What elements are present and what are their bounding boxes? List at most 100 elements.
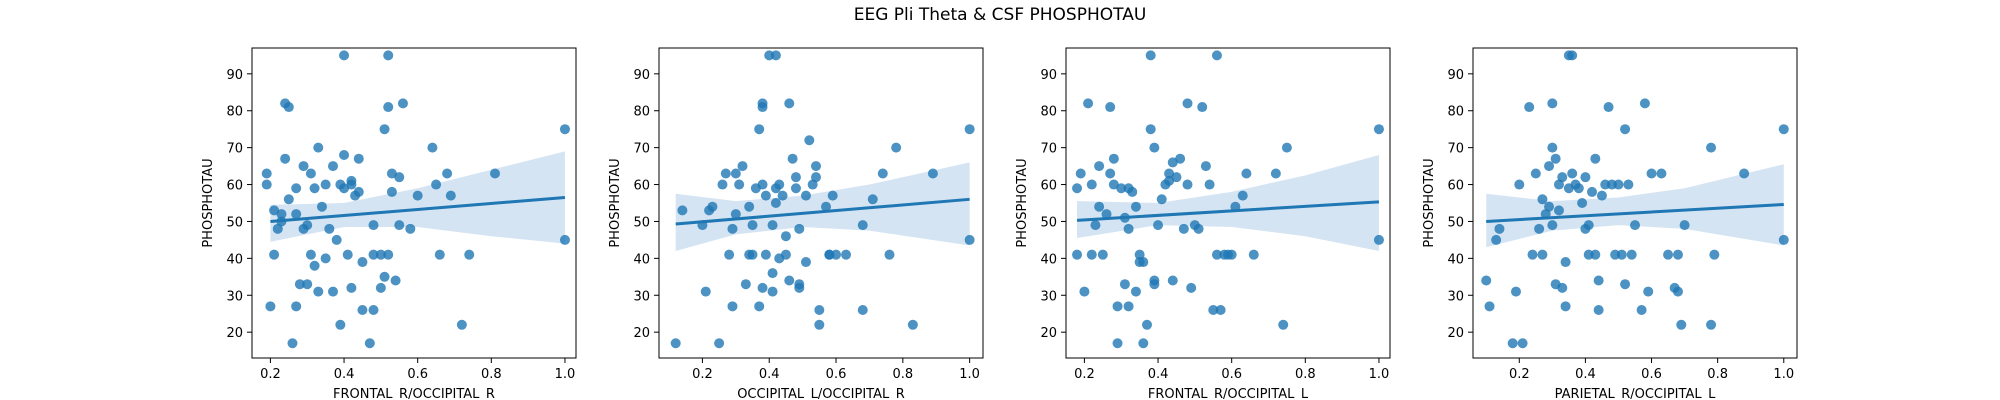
data-point — [760, 190, 771, 201]
data-point — [1484, 301, 1495, 312]
data-point — [269, 249, 280, 260]
data-point — [309, 260, 320, 271]
regression-line-2 — [675, 197, 970, 226]
data-point — [1278, 319, 1289, 330]
data-point — [1130, 286, 1141, 297]
data-point — [714, 338, 725, 349]
data-point — [1603, 102, 1614, 113]
data-point — [724, 249, 735, 260]
data-point — [757, 179, 768, 190]
data-point — [1544, 201, 1555, 212]
data-point — [1211, 50, 1222, 61]
data-point — [397, 98, 408, 109]
y-axis-label: PHOSPHOTAU — [1422, 158, 1437, 247]
data-point — [269, 205, 280, 216]
data-point — [1167, 275, 1178, 286]
data-point — [1613, 179, 1624, 190]
data-point — [1094, 161, 1105, 172]
x-tick-label: 0.2 — [260, 367, 281, 382]
data-point — [1567, 168, 1578, 179]
data-point — [1112, 301, 1123, 312]
x-tick-label: 1.0 — [1773, 367, 1794, 382]
data-point — [814, 305, 825, 316]
data-point — [810, 172, 821, 183]
data-point — [1620, 279, 1631, 290]
data-point — [357, 257, 368, 268]
data-point — [720, 168, 731, 179]
y-tick-label: 80 — [1447, 105, 1464, 120]
data-point — [747, 249, 758, 260]
x-tick-label: 0.2 — [1074, 367, 1095, 382]
data-point — [1626, 249, 1637, 260]
data-point — [1557, 282, 1568, 293]
y-tick-label: 70 — [1447, 142, 1464, 157]
data-point — [1193, 223, 1204, 234]
data-point — [390, 275, 401, 286]
data-point — [386, 186, 397, 197]
data-point — [1178, 223, 1189, 234]
x-tick-label: 0.8 — [481, 367, 502, 382]
data-point — [272, 223, 283, 234]
data-point — [1593, 275, 1604, 286]
data-point — [964, 234, 975, 245]
axes-frame — [251, 47, 577, 359]
confidence-band-3 — [1077, 155, 1379, 251]
data-point — [857, 305, 868, 316]
data-point — [1112, 338, 1123, 349]
y-tick-label: 50 — [1040, 215, 1057, 230]
axes-frame — [658, 47, 984, 359]
data-point — [1123, 223, 1134, 234]
data-point — [379, 271, 390, 282]
data-point — [427, 142, 438, 153]
x-tick-label: 0.2 — [1509, 367, 1530, 382]
data-point — [800, 190, 811, 201]
x-tick-label: 0.2 — [692, 367, 713, 382]
data-point — [331, 234, 342, 245]
data-point — [1164, 175, 1175, 186]
data-point — [1119, 279, 1130, 290]
data-point — [1138, 257, 1149, 268]
data-point — [767, 268, 778, 279]
data-point — [445, 190, 456, 201]
data-point — [442, 168, 453, 179]
data-point — [1123, 301, 1134, 312]
data-point — [320, 253, 331, 264]
data-point — [857, 220, 868, 231]
data-point — [309, 183, 320, 194]
data-point — [770, 198, 781, 208]
axes-frame — [1472, 47, 1798, 359]
regression-line-1 — [270, 195, 566, 223]
data-point — [730, 209, 741, 220]
data-point — [841, 249, 852, 260]
y-tick-label: 20 — [1447, 326, 1464, 341]
data-point — [737, 161, 748, 172]
data-point — [291, 209, 302, 220]
data-point — [964, 124, 975, 135]
data-point — [394, 172, 405, 183]
data-point — [1270, 168, 1281, 179]
data-point — [767, 220, 778, 231]
y-tick-label: 30 — [226, 289, 243, 304]
x-axis-label: OCCIPITAL_L/OCCIPITAL_R — [737, 387, 905, 400]
x-tick-label: 0.6 — [826, 367, 847, 382]
data-point — [559, 124, 570, 135]
y-tick-label: 50 — [226, 215, 243, 230]
data-point — [1524, 102, 1535, 113]
data-point — [707, 201, 718, 212]
data-point — [1639, 98, 1650, 109]
y-tick-label: 80 — [226, 105, 243, 120]
y-tick-label: 40 — [226, 252, 243, 267]
data-point — [907, 319, 918, 330]
data-point — [320, 179, 331, 190]
data-point — [1237, 190, 1248, 201]
data-point — [1153, 220, 1164, 231]
data-point — [386, 168, 397, 179]
y-tick-label: 20 — [633, 326, 650, 341]
data-point — [1580, 172, 1591, 183]
x-tick-label: 1.0 — [555, 367, 576, 382]
data-point — [456, 319, 467, 330]
data-point — [1373, 124, 1384, 135]
data-point — [1197, 102, 1208, 113]
data-point — [298, 161, 309, 172]
